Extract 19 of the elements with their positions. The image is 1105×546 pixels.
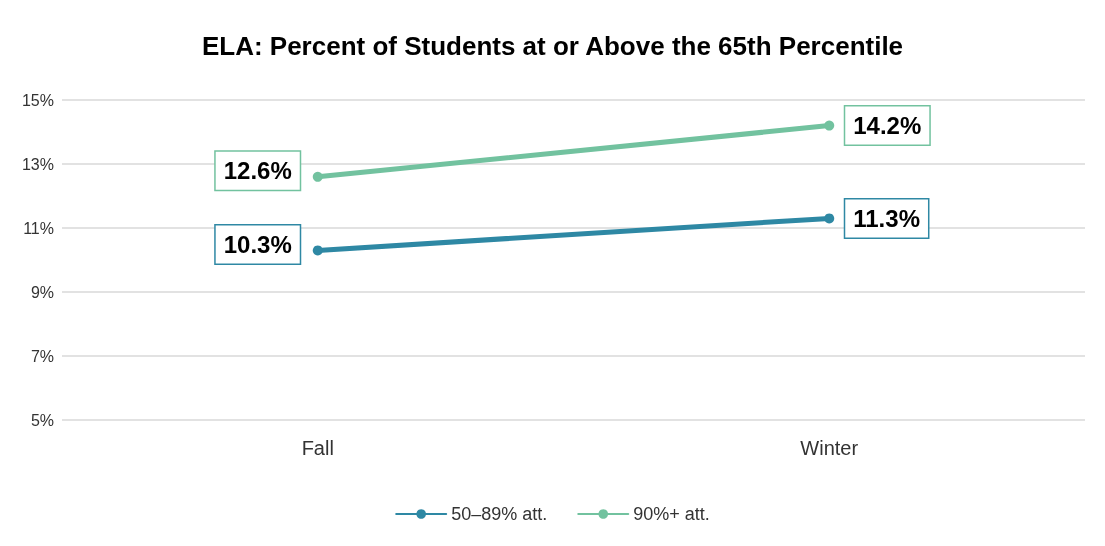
data-label: 10.3% bbox=[223, 230, 292, 258]
y-tick-label: 15% bbox=[21, 91, 54, 109]
point bbox=[312, 171, 323, 182]
y-tick-label: 9% bbox=[30, 283, 54, 301]
y-tick-label: 13% bbox=[21, 155, 54, 173]
data-label: 12.6% bbox=[223, 157, 292, 185]
data-label: 11.3% bbox=[853, 204, 920, 232]
legend-label: 90%+ att. bbox=[633, 504, 710, 524]
x-tick-label: Fall bbox=[301, 437, 334, 459]
y-tick-label: 7% bbox=[30, 347, 54, 365]
data-label: 14.2% bbox=[853, 112, 922, 140]
point bbox=[824, 120, 835, 131]
x-tick-label: Winter bbox=[800, 437, 859, 459]
chart-title: ELA: Percent of Students at or Above the 65th Percentile bbox=[201, 31, 904, 61]
point bbox=[312, 245, 323, 256]
y-tick-label: 11% bbox=[23, 219, 54, 237]
legend-label: 50–89% att. bbox=[451, 504, 548, 524]
y-tick-label: 5% bbox=[30, 411, 54, 429]
point bbox=[824, 213, 835, 224]
